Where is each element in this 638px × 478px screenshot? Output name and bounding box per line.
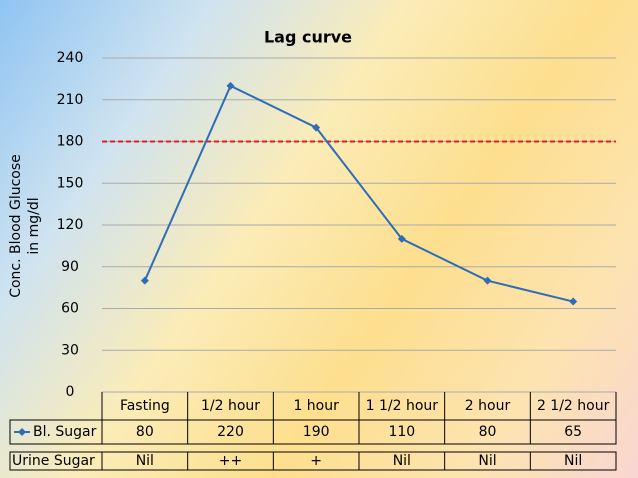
y-tick-label: 90 (61, 259, 79, 275)
table-cell: Nil (564, 453, 582, 469)
chart-title: Lag curve (264, 28, 352, 47)
y-tick-label: 30 (61, 342, 79, 358)
table-cell: 65 (564, 424, 582, 440)
table-cell: 110 (388, 424, 415, 440)
table-cell: ++ (219, 453, 242, 469)
table-cell: Nil (393, 453, 411, 469)
y-tick-label: 240 (57, 50, 84, 66)
table-cell: Nil (136, 453, 154, 469)
marker (226, 81, 235, 90)
y-tick-label: 0 (66, 384, 75, 400)
x-tick-label: Fasting (120, 398, 170, 414)
y-tick-label: 210 (57, 92, 84, 108)
marker (397, 234, 406, 243)
x-tick-label: 2 hour (465, 398, 511, 414)
table-cell: 220 (217, 424, 244, 440)
y-axis-label: Conc. Blood Glucose (8, 154, 24, 298)
marker (140, 276, 149, 285)
legend-label: Bl. Sugar (33, 424, 97, 440)
table-cell: Nil (478, 453, 496, 469)
marker (312, 123, 321, 132)
x-tick-label: 1/2 hour (201, 398, 260, 414)
x-tick-label: 1 hour (293, 398, 339, 414)
y-tick-label: 60 (61, 301, 79, 317)
row-label: Urine Sugar (12, 453, 95, 469)
x-tick-label: 2 1/2 hour (537, 398, 610, 414)
marker (483, 276, 492, 285)
table-cell: + (310, 453, 322, 469)
y-axis-label: in mg/dl (26, 197, 42, 254)
legend-marker (18, 428, 26, 436)
table-cell: 80 (136, 424, 154, 440)
y-tick-label: 120 (57, 217, 84, 233)
x-tick-label: 1 1/2 hour (366, 398, 439, 414)
marker (569, 297, 578, 306)
series-line (143, 84, 574, 303)
table-cell: 80 (479, 424, 497, 440)
y-tick-label: 180 (57, 134, 84, 150)
y-tick-label: 150 (57, 175, 84, 191)
table-cell: 190 (303, 424, 330, 440)
